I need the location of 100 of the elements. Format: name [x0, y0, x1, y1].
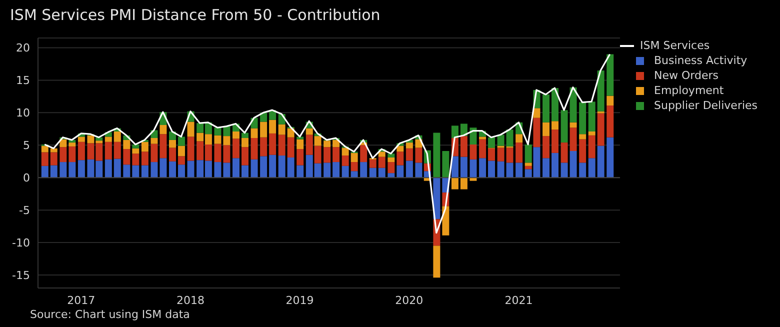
- bar: [369, 159, 376, 168]
- bar: [132, 144, 140, 148]
- legend-label: ISM Services: [640, 38, 710, 53]
- legend-label: Employment: [654, 83, 724, 98]
- bar: [433, 246, 440, 278]
- bar: [606, 106, 614, 138]
- bar: [232, 132, 240, 139]
- bar: [150, 162, 158, 178]
- bar: [141, 142, 148, 152]
- bar: [552, 88, 559, 122]
- x-tick-label: 2019: [286, 294, 314, 307]
- bar: [169, 148, 176, 162]
- bar: [78, 136, 85, 142]
- bar: [132, 148, 140, 154]
- bar: [50, 165, 58, 178]
- bar: [597, 70, 604, 112]
- bar: [552, 152, 559, 178]
- bar: [406, 148, 413, 161]
- bar: [50, 148, 58, 152]
- bar: [560, 110, 568, 143]
- legend-label: New Orders: [654, 68, 718, 83]
- line-series: [44, 53, 611, 234]
- bar: [488, 160, 496, 178]
- bar: [41, 146, 48, 152]
- bar: [169, 161, 176, 178]
- bar: [223, 162, 230, 178]
- bar: [579, 102, 586, 134]
- bar: [388, 157, 395, 162]
- bar: [104, 136, 112, 142]
- bar: [269, 154, 276, 178]
- bar: [232, 138, 240, 158]
- bar: [597, 146, 604, 178]
- bar: [542, 122, 550, 136]
- bar: [388, 162, 395, 174]
- bar: [287, 137, 294, 158]
- bar: [332, 140, 340, 148]
- bar: [114, 132, 121, 142]
- bar: [250, 138, 258, 160]
- bar: [470, 144, 477, 160]
- chart-title: ISM Services PMI Distance From 50 - Contribution: [10, 6, 380, 24]
- bar: [150, 144, 158, 162]
- bar: [506, 130, 514, 146]
- bar: [369, 168, 376, 178]
- bar: [178, 164, 185, 178]
- bar: [223, 145, 230, 163]
- bar: [524, 162, 532, 166]
- bar: [214, 144, 222, 162]
- bar: [516, 162, 523, 178]
- y-tick-label: -10: [12, 236, 30, 250]
- bar: [497, 161, 504, 178]
- bar: [588, 158, 596, 178]
- bar: [324, 162, 331, 178]
- bar: [214, 128, 222, 136]
- bar: [41, 152, 48, 166]
- bar: [306, 128, 313, 135]
- bar: [141, 165, 148, 178]
- bar: [378, 168, 386, 178]
- x-tick-label: 2020: [395, 294, 424, 307]
- bar: [287, 157, 294, 178]
- bar: [324, 140, 331, 148]
- bar: [542, 94, 550, 122]
- bar: [241, 165, 248, 178]
- bar: [160, 134, 167, 158]
- bar: [533, 118, 540, 148]
- bar: [187, 160, 194, 178]
- bar: [350, 162, 358, 172]
- bar: [378, 152, 386, 157]
- y-tick-label: 20: [16, 42, 30, 55]
- bar: [241, 138, 248, 148]
- bar: [479, 136, 486, 140]
- bar: [460, 136, 468, 157]
- bar: [104, 159, 112, 178]
- bar: [516, 134, 523, 143]
- bar: [396, 165, 404, 178]
- bar: [433, 178, 440, 220]
- bar: [269, 133, 276, 155]
- bar: [433, 132, 440, 178]
- legend-label: Supplier Deliveries: [654, 98, 758, 113]
- bar: [396, 152, 404, 166]
- bar: [296, 165, 304, 178]
- bar: [442, 206, 450, 236]
- bar: [68, 146, 76, 162]
- bar: [560, 162, 568, 178]
- bar: [579, 139, 586, 163]
- bar: [350, 171, 358, 178]
- y-tick-label: 0: [23, 172, 30, 185]
- bar: [406, 142, 413, 148]
- bar: [579, 134, 586, 140]
- source-note: Source: Chart using ISM data: [30, 308, 190, 321]
- y-tick-label: 5: [23, 139, 30, 152]
- bar: [442, 150, 450, 178]
- bar: [68, 142, 76, 146]
- bar: [241, 147, 248, 166]
- bar: [132, 154, 140, 166]
- bar: [460, 156, 468, 178]
- bar: [214, 135, 222, 144]
- bar: [560, 142, 568, 163]
- bar: [104, 142, 112, 160]
- bar: [332, 162, 340, 178]
- bar: [470, 178, 477, 181]
